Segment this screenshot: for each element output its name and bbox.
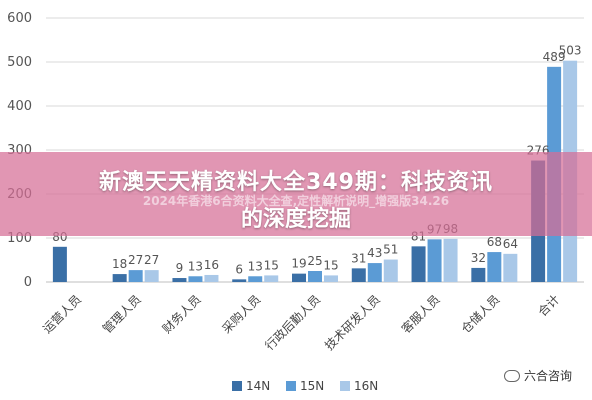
watermark: 六合咨询: [503, 367, 572, 384]
legend-label: 16N: [354, 379, 378, 393]
banner-title-line2: 的深度挖掘: [240, 207, 351, 232]
data-label: 64: [503, 237, 518, 251]
y-tick-label: 0: [24, 275, 32, 290]
legend-swatch: [232, 381, 242, 391]
bar: [264, 275, 279, 282]
category-label: 仓储人员: [458, 292, 503, 337]
data-label: 503: [559, 44, 582, 58]
category-label: 运营人员: [40, 292, 84, 336]
category-label: 客服人员: [398, 292, 443, 337]
bar: [172, 278, 187, 282]
y-axis-ticks: 0100200300400500600: [7, 11, 32, 290]
banner-subtitle: 2024年香港6合资料大全查,定性解析说明_增强版34.26: [142, 194, 450, 208]
data-label: 32: [471, 251, 486, 265]
data-label: 489: [543, 50, 566, 64]
bar: [383, 259, 398, 282]
legend-label: 15N: [300, 379, 324, 393]
bar: [503, 253, 518, 282]
legend: 14N 15N 16N: [232, 379, 378, 393]
data-label: 15: [323, 258, 338, 272]
data-label: 25: [307, 254, 322, 268]
legend-swatch: [286, 381, 296, 391]
data-label: 15: [264, 258, 279, 272]
bar: [487, 252, 502, 282]
data-label: 13: [188, 259, 203, 273]
data-label: 13: [248, 259, 263, 273]
data-label: 27: [144, 253, 159, 267]
bar: [443, 238, 458, 282]
data-label: 18: [112, 257, 127, 271]
bar: [292, 273, 306, 282]
bar: [471, 267, 486, 282]
title-banner: [0, 152, 592, 236]
bar: [232, 279, 247, 282]
legend-swatch: [340, 381, 350, 391]
data-label: 6: [235, 262, 243, 276]
bar: [112, 274, 127, 282]
bar: [427, 239, 442, 282]
bar: [367, 263, 382, 282]
data-label: 27: [128, 253, 143, 267]
bar: [308, 271, 322, 282]
watermark-text: 六合咨询: [523, 369, 572, 383]
y-tick-label: 500: [7, 55, 32, 70]
category-label: 管理人员: [99, 292, 144, 337]
category-label: 行政后勤人员: [262, 292, 323, 353]
y-tick-label: 600: [7, 11, 32, 26]
data-label: 31: [351, 251, 366, 265]
category-label: 合计: [535, 292, 563, 320]
data-label: 19: [291, 257, 306, 271]
data-label: 9: [176, 261, 184, 275]
category-label: 财务人员: [159, 292, 204, 337]
chat-bubble-icon: [503, 369, 520, 382]
bar: [248, 276, 263, 282]
bar: [204, 274, 219, 282]
category-label: 采购人员: [219, 292, 264, 337]
bar: [411, 246, 426, 282]
legend-label: 14N: [246, 379, 270, 393]
bar: [351, 268, 366, 282]
y-tick-label: 400: [7, 99, 32, 114]
data-label: 51: [383, 243, 398, 257]
bar: [324, 275, 338, 282]
category-label: 技术研发人员: [321, 292, 383, 354]
bar: [128, 270, 143, 282]
bar: [188, 276, 203, 282]
data-label: 43: [367, 246, 382, 260]
bar: [144, 270, 159, 282]
bar: [52, 246, 67, 282]
data-label: 68: [487, 235, 502, 249]
data-label: 16: [204, 258, 219, 272]
banner-title-line1: 新澳天天精资料大全349期：科技资讯: [99, 170, 493, 195]
